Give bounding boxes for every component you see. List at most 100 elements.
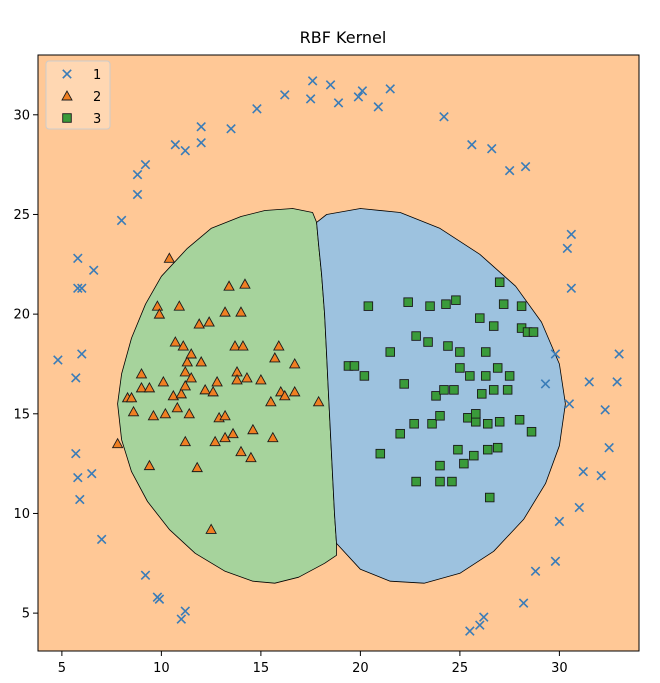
data-point-series-3 [471, 417, 481, 427]
data-point-series-3 [403, 297, 413, 307]
data-point-series-3 [435, 460, 445, 471]
data-point-series-1 [196, 121, 206, 132]
data-point-series-1 [176, 614, 187, 624]
data-point-series-2 [127, 405, 140, 417]
data-point-series-1 [574, 502, 585, 513]
data-point-series-2 [219, 306, 231, 317]
data-point-series-1 [305, 94, 316, 104]
data-point-series-1 [325, 80, 336, 90]
data-point-series-3 [498, 299, 509, 309]
x-tick-label: 20 [352, 661, 369, 676]
data-point-series-3 [494, 417, 505, 427]
y-tick-label: 5 [22, 607, 30, 622]
data-point-series-3 [359, 371, 370, 381]
data-point-series-3 [447, 476, 457, 487]
data-point-series-1 [88, 265, 99, 276]
data-point-series-2 [167, 389, 180, 401]
data-point-series-1 [73, 472, 83, 483]
data-point-series-3 [528, 327, 539, 337]
data-point-series-1 [540, 379, 551, 389]
data-point-series-2 [143, 459, 156, 471]
x-tick-label: 10 [153, 661, 170, 676]
data-point-series-3 [455, 363, 465, 373]
data-point-series-3 [463, 413, 473, 423]
data-point-series-2 [199, 383, 211, 395]
data-point-series-1 [465, 626, 475, 636]
data-point-series-1 [226, 123, 236, 134]
data-point-series-2 [235, 445, 247, 457]
data-point-series-3 [375, 448, 386, 459]
data-point-series-3 [411, 331, 421, 341]
data-point-series-3 [435, 411, 445, 421]
data-point-series-2 [223, 280, 235, 291]
data-point-series-1 [530, 566, 541, 577]
data-point-series-2 [205, 523, 217, 534]
data-point-series-3 [504, 371, 515, 381]
y-tick-label: 15 [13, 407, 30, 422]
data-point-series-2 [143, 381, 156, 393]
data-point-series-3 [514, 415, 525, 425]
data-point-series-2 [147, 409, 160, 421]
data-point-series-2 [125, 391, 138, 403]
data-point-series-2 [312, 395, 325, 407]
data-point-series-3 [488, 321, 499, 331]
data-point-series-1 [596, 470, 606, 481]
data-point-series-1 [77, 349, 87, 359]
y-tick-label: 20 [13, 308, 30, 323]
data-point-series-3 [502, 385, 513, 395]
data-point-series-1 [385, 84, 396, 94]
data-point-series-2 [185, 371, 197, 383]
data-point-series-2 [157, 375, 170, 387]
data-point-series-2 [181, 356, 194, 367]
data-point-series-1 [86, 468, 97, 479]
data-point-series-3 [431, 391, 441, 401]
data-point-series-3 [488, 385, 499, 395]
data-point-series-1 [252, 104, 262, 114]
data-point-series-3 [443, 341, 453, 351]
legend-label-3: 3 [93, 112, 101, 127]
chart-title: RBF Kernel [300, 28, 387, 47]
data-point-series-2 [183, 407, 196, 419]
legend-marker-2 [61, 90, 73, 101]
data-point-series-3 [477, 389, 487, 399]
legend-marker-1 [62, 69, 72, 79]
data-point-series-2 [265, 395, 277, 407]
data-point-series-2 [135, 368, 148, 379]
data-point-series-1 [116, 215, 127, 226]
series-3 [343, 277, 539, 503]
x-tick-label: 25 [452, 661, 469, 676]
data-point-series-1 [71, 448, 81, 459]
data-point-series-1 [96, 534, 107, 545]
plot-frame [37, 54, 640, 652]
data-point-series-1 [584, 377, 595, 387]
data-point-series-3 [475, 313, 485, 323]
data-point-series-2 [173, 300, 186, 311]
data-point-series-2 [245, 451, 257, 463]
data-point-series-1 [53, 355, 63, 365]
data-point-series-2 [203, 316, 215, 327]
data-point-series-2 [179, 435, 192, 447]
data-point-series-2 [179, 366, 192, 377]
data-point-series-3 [363, 301, 374, 311]
data-point-series-3 [516, 301, 527, 311]
data-point-series-2 [235, 306, 247, 317]
data-point-series-2 [288, 385, 301, 397]
data-point-series-3 [425, 301, 435, 311]
data-point-series-1 [307, 76, 318, 86]
data-point-series-3 [483, 444, 493, 455]
data-point-series-2 [135, 381, 148, 393]
data-point-series-2 [247, 423, 259, 435]
data-point-series-2 [279, 389, 291, 401]
data-point-series-2 [267, 431, 279, 443]
y-tick-label: 30 [13, 108, 30, 123]
data-point-series-1 [612, 377, 622, 387]
data-point-series-1 [600, 405, 610, 415]
data-point-series-3 [481, 371, 491, 381]
data-point-series-3 [449, 385, 459, 395]
data-point-series-2 [159, 407, 172, 419]
data-point-series-2 [237, 340, 249, 351]
data-point-series-3 [494, 277, 505, 287]
y-axis: 5 10 15 20 25 30 [13, 108, 38, 622]
y-tick-label: 25 [13, 208, 30, 223]
data-point-series-3 [526, 426, 537, 437]
